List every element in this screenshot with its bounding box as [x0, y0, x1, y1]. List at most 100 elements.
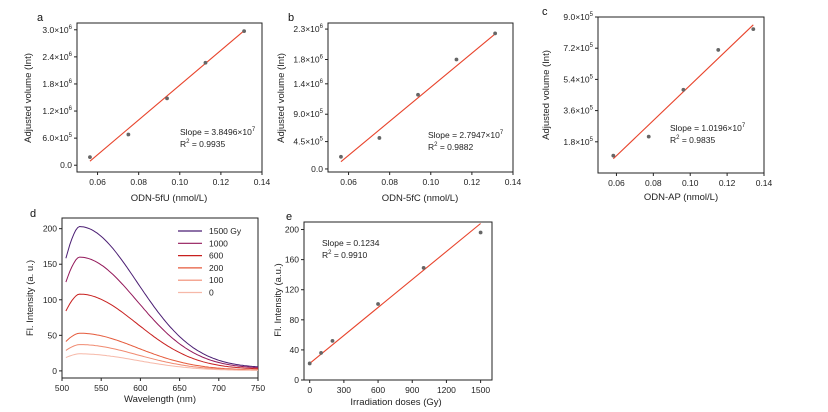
x-tick-label: 0.14 — [254, 177, 271, 187]
data-point — [421, 265, 426, 270]
slope-annotation: Slope = 1.0196×107 — [670, 123, 746, 133]
x-tick-label: 1500 — [471, 385, 490, 395]
legend-label: 600 — [209, 251, 223, 261]
data-point — [307, 361, 312, 366]
data-point — [339, 154, 343, 159]
panel-c-annotation: Slope = 1.0196×107 R2 = 0.9835 — [670, 123, 746, 145]
panel-c-marks — [611, 24, 756, 160]
data-point — [493, 31, 498, 36]
y-tick-label: 0 — [294, 375, 299, 385]
y-tick-label: 1.8×105 — [563, 137, 593, 147]
panel-b-ylabel: Adjusted volume (Int) — [276, 53, 287, 143]
panel-label-d: d — [30, 208, 36, 220]
y-tick-label: 150 — [43, 259, 57, 269]
data-point — [319, 351, 323, 355]
data-point — [478, 230, 483, 235]
data-point — [242, 29, 247, 34]
r2-annotation: R2 = 0.9935 — [180, 139, 225, 149]
y-tick-label: 1.8×106 — [293, 54, 323, 64]
x-tick-label: 650 — [173, 383, 187, 393]
legend-label: 0 — [209, 288, 214, 298]
panel-e: e 0 300 600 900 1200 1500 0 40 80 120 160 200 Irrad… — [273, 211, 493, 408]
panel-d-xlabel: Wavelength (nm) — [124, 394, 196, 405]
slope-annotation: Slope = 3.8496×107 — [180, 127, 256, 137]
data-point — [751, 27, 756, 32]
x-tick-label: 0.12 — [464, 177, 481, 187]
spectrum-line-1000 — [65, 256, 259, 369]
panel-b-frame — [327, 22, 514, 173]
y-tick-label: 9.0×105 — [293, 109, 323, 119]
y-tick-label: 7.2×105 — [563, 43, 593, 53]
y-tick-label: 0.0 — [311, 164, 323, 174]
panel-a-ylabel: Adjusted volume (Int) — [23, 53, 34, 143]
data-point — [454, 57, 459, 62]
panel-d-ylabel: Fl. Intensity (a. u.) — [25, 260, 36, 336]
legend-label: 200 — [209, 263, 223, 273]
panel-e-ylabel: Fl. Intensity (a.u.) — [273, 263, 284, 336]
legend-label: 1000 — [209, 238, 228, 248]
x-tick-label: 600 — [371, 385, 385, 395]
data-point — [330, 338, 335, 343]
data-point — [377, 136, 382, 140]
data-point — [126, 132, 131, 137]
x-tick-label: 0.06 — [340, 177, 357, 187]
y-tick-label: 0 — [52, 366, 57, 376]
data-point — [376, 302, 380, 306]
y-tick-label: 6.0×105 — [42, 133, 72, 143]
spectrum-line-1500-gy — [65, 225, 259, 368]
y-tick-label: 4.5×105 — [293, 137, 323, 147]
panel-b-xlabel: ODN-5fC (nmol/L) — [382, 193, 459, 204]
x-tick-label: 0.14 — [756, 178, 773, 188]
x-tick-label: 550 — [94, 383, 108, 393]
y-tick-label: 80 — [290, 315, 300, 325]
x-tick-label: 0.10 — [682, 178, 699, 188]
panel-label-e: e — [286, 211, 292, 223]
panel-label-a: a — [37, 12, 44, 24]
x-tick-label: 0.10 — [172, 177, 189, 187]
panel-b-annotation: Slope = 2.7947×107 R2 = 0.9882 — [428, 130, 504, 152]
data-point — [203, 60, 208, 65]
spectrum-line-200 — [65, 332, 258, 371]
x-tick-label: 500 — [55, 383, 69, 393]
x-tick-label: 0.08 — [645, 178, 662, 188]
fit-line — [309, 223, 481, 364]
panel-label-b: b — [288, 12, 294, 24]
panel-a: a 0.06 0.08 0.10 0.12 0.14 0.0 6.0×105 1.2×106 1… — [23, 12, 271, 204]
y-tick-label: 1.4×106 — [293, 79, 323, 89]
spectrum-line-600 — [65, 293, 259, 370]
panel-e-frame — [303, 221, 493, 381]
panel-a-xlabel: ODN-5fU (nmol/L) — [131, 193, 208, 204]
data-point — [611, 153, 616, 158]
data-point — [646, 134, 651, 139]
fit-line — [612, 24, 754, 160]
x-tick-label: 300 — [337, 385, 351, 395]
panel-b: b 0.06 0.08 0.10 0.12 0.14 0.0 4.5×105 9.0×105 1… — [276, 12, 522, 204]
fit-line — [340, 33, 496, 163]
y-tick-label: 200 — [43, 224, 57, 234]
x-tick-label: 0.14 — [505, 177, 522, 187]
panel-d-ticks: 500 550 600 650 700 750 0 50 100 150 200 — [43, 224, 266, 393]
x-tick-label: 700 — [212, 383, 226, 393]
data-point — [716, 48, 721, 52]
legend-label: 100 — [209, 275, 223, 285]
y-tick-label: 100 — [43, 295, 57, 305]
panel-b-marks — [339, 31, 498, 163]
panel-a-annotation: Slope = 3.8496×107 R2 = 0.9935 — [180, 127, 256, 149]
data-point — [88, 155, 92, 160]
y-tick-label: 1.8×106 — [42, 79, 72, 89]
y-tick-label: 50 — [48, 330, 58, 340]
panel-e-marks — [307, 223, 483, 366]
data-point — [681, 87, 686, 92]
spectrum-line-0 — [65, 353, 258, 371]
r2-annotation: R2 = 0.9882 — [428, 142, 473, 152]
slope-annotation: Slope = 2.7947×107 — [428, 130, 504, 140]
panel-c-frame — [597, 16, 765, 174]
data-point — [165, 96, 169, 101]
panel-e-ticks: 0 300 600 900 1200 1500 0 40 80 120 160 200 — [285, 225, 491, 395]
panel-e-annotation: Slope = 0.1234 R2 = 0.9910 — [322, 238, 380, 260]
x-tick-label: 600 — [133, 383, 147, 393]
y-tick-label: 160 — [285, 255, 299, 265]
x-tick-label: 0.10 — [423, 177, 440, 187]
